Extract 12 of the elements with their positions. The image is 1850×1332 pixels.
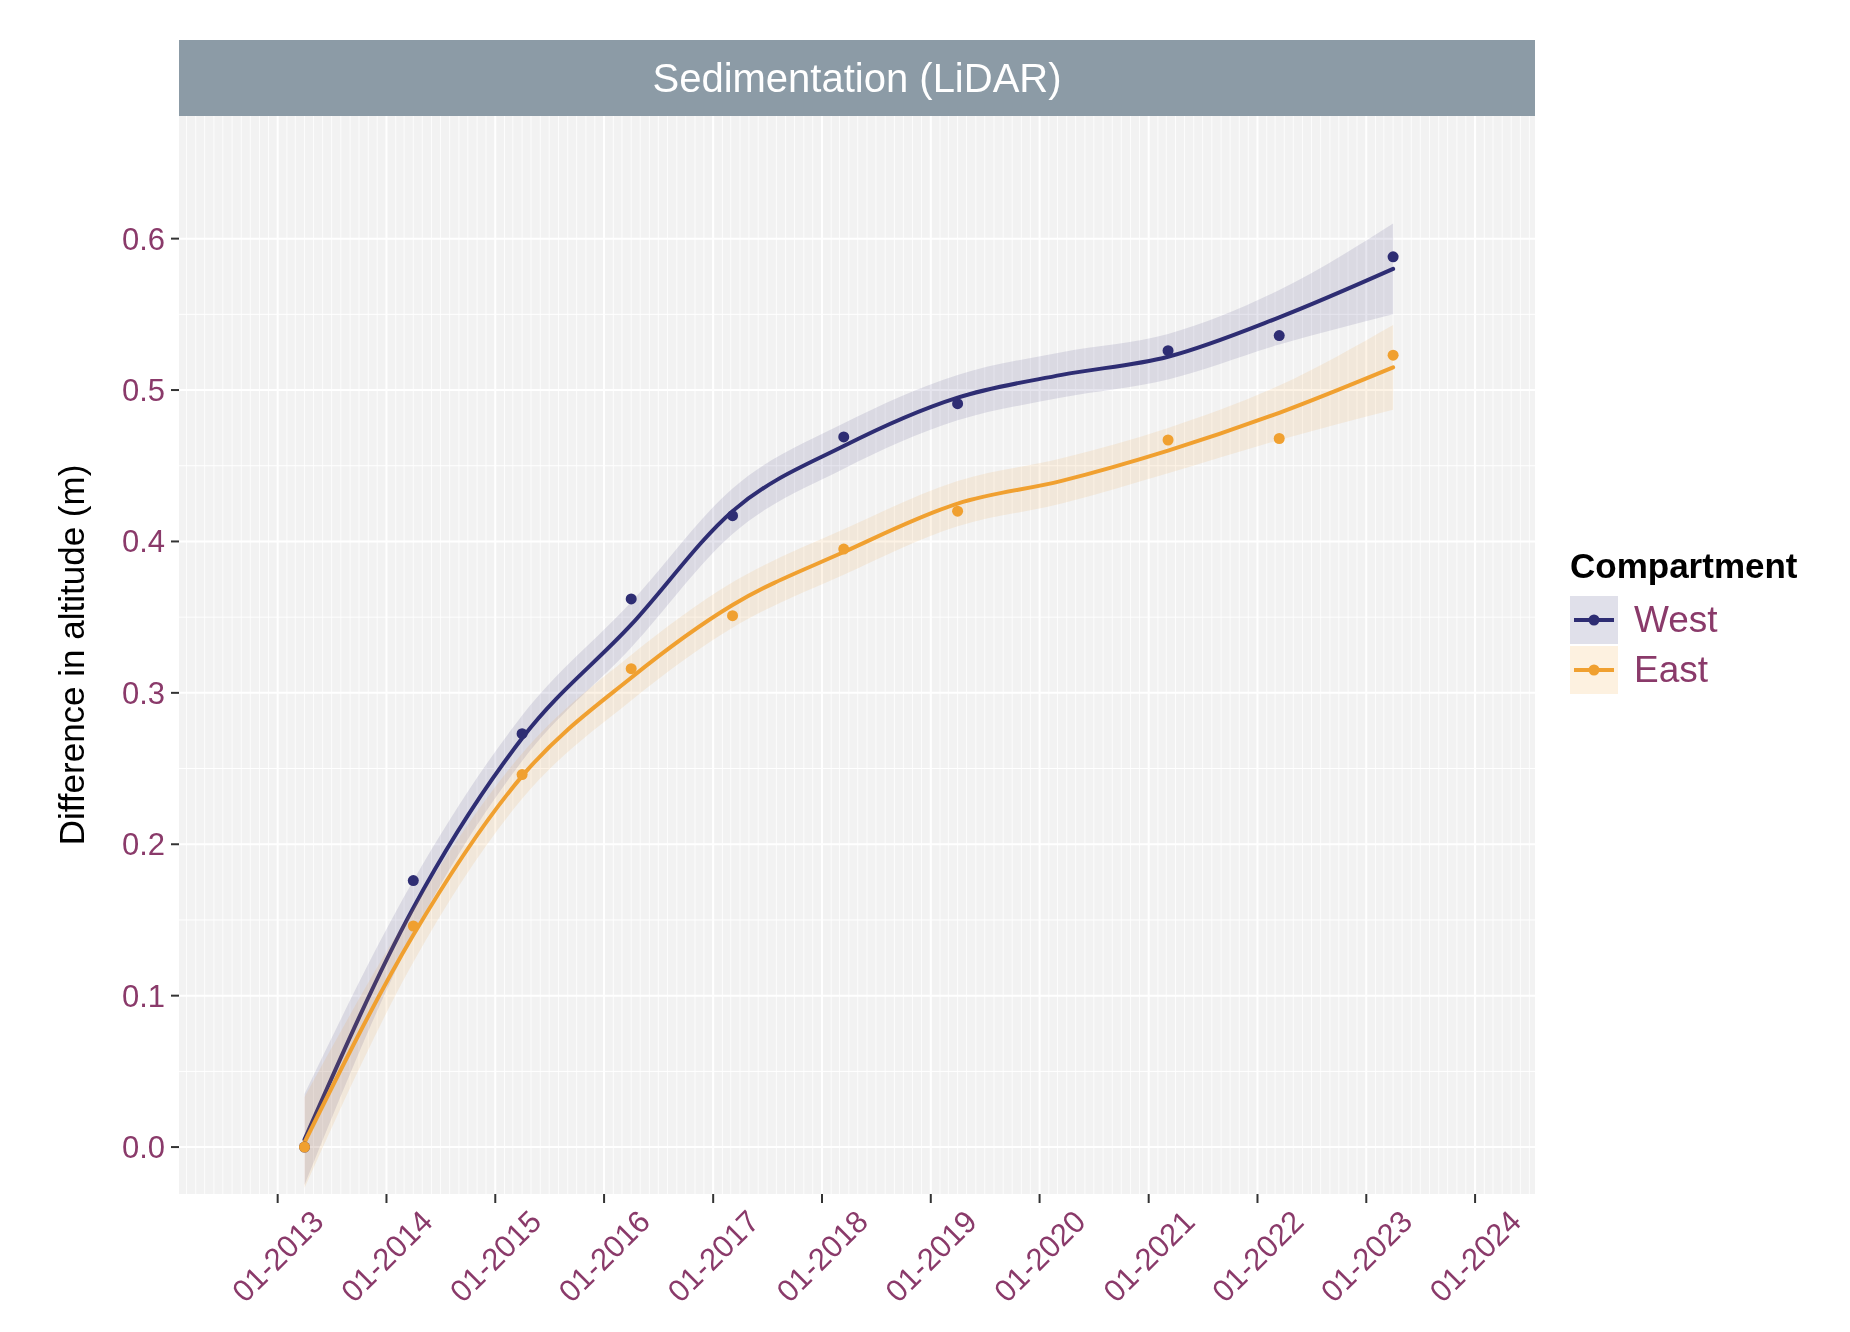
y-tick-label: 0.2 [121, 827, 165, 863]
y-tick-label: 0.3 [121, 675, 165, 711]
legend-label: West [1634, 599, 1719, 640]
y-axis-title: Difference in altitude (m) [52, 464, 91, 846]
chart-title: Sedimentation (LiDAR) [652, 56, 1062, 100]
y-tick-label: 0.1 [121, 978, 165, 1014]
legend-title: Compartment [1570, 546, 1798, 585]
legend-label: East [1634, 649, 1709, 690]
y-tick-label: 0.4 [121, 524, 165, 560]
y-tick-label: 0.0 [121, 1130, 165, 1166]
y-tick-label: 0.5 [121, 373, 165, 409]
y-tick-label: 0.6 [121, 221, 165, 257]
